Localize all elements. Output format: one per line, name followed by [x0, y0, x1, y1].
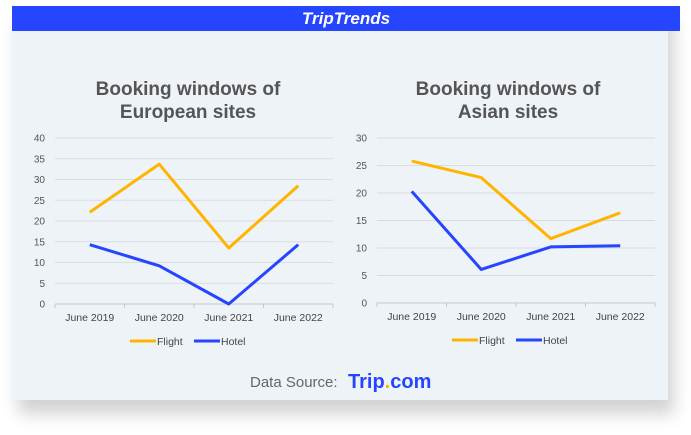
series-line-flight	[411, 159, 621, 241]
x-tick-label: June 2020	[457, 311, 506, 323]
trip-com-logo: Trip.com	[348, 371, 431, 394]
x-tick-label: June 2022	[596, 311, 645, 323]
legend-label: Hotel	[543, 335, 568, 347]
x-tick-label: June 2022	[274, 312, 323, 324]
y-tick-label: 5	[39, 279, 45, 290]
chart-title-europe: Booking windows of European sites	[38, 78, 338, 124]
y-tick-label: 20	[34, 217, 46, 228]
chart-panel	[12, 6, 668, 400]
y-tick-label: 35	[34, 154, 46, 165]
logo-part: com	[390, 371, 432, 393]
logo-part: Trip	[348, 371, 385, 393]
series-line-hotel	[410, 190, 621, 271]
title-line: Asian sites	[457, 102, 559, 123]
legend-label: Flight	[157, 336, 183, 348]
y-tick-label: 40	[34, 134, 46, 145]
legend-label: Hotel	[221, 336, 246, 348]
y-tick-label: 10	[34, 258, 46, 269]
y-tick-label: 30	[356, 134, 368, 145]
y-tick-label: 30	[34, 175, 46, 186]
series-line-hotel	[89, 243, 300, 306]
chart-title-asia: Booking windows of Asian sites	[358, 78, 658, 124]
y-tick-label: 0	[361, 299, 367, 310]
legend-label: Flight	[479, 335, 505, 347]
y-tick-label: 25	[356, 161, 368, 172]
y-tick-label: 10	[356, 244, 368, 255]
y-tick-label: 20	[356, 189, 368, 200]
title-line: Booking windows of	[95, 79, 281, 100]
x-tick-label: June 2020	[135, 312, 184, 324]
y-tick-label: 25	[34, 196, 46, 207]
y-tick-label: 5	[361, 271, 367, 282]
logo-dot: .	[384, 371, 391, 393]
title-line: European sites	[119, 102, 257, 123]
data-source-label: Data Source:	[250, 374, 338, 391]
x-tick-label: June 2019	[65, 312, 114, 324]
y-tick-label: 15	[34, 237, 46, 248]
app-title: TripTrends	[12, 6, 680, 31]
x-tick-label: June 2021	[526, 311, 575, 323]
series-line-flight	[88, 162, 300, 250]
title-line: Booking windows of	[415, 79, 601, 100]
y-tick-label: 15	[356, 216, 368, 227]
x-tick-label: June 2019	[387, 311, 436, 323]
y-tick-label: 0	[39, 300, 45, 311]
x-tick-label: June 2021	[204, 312, 253, 324]
